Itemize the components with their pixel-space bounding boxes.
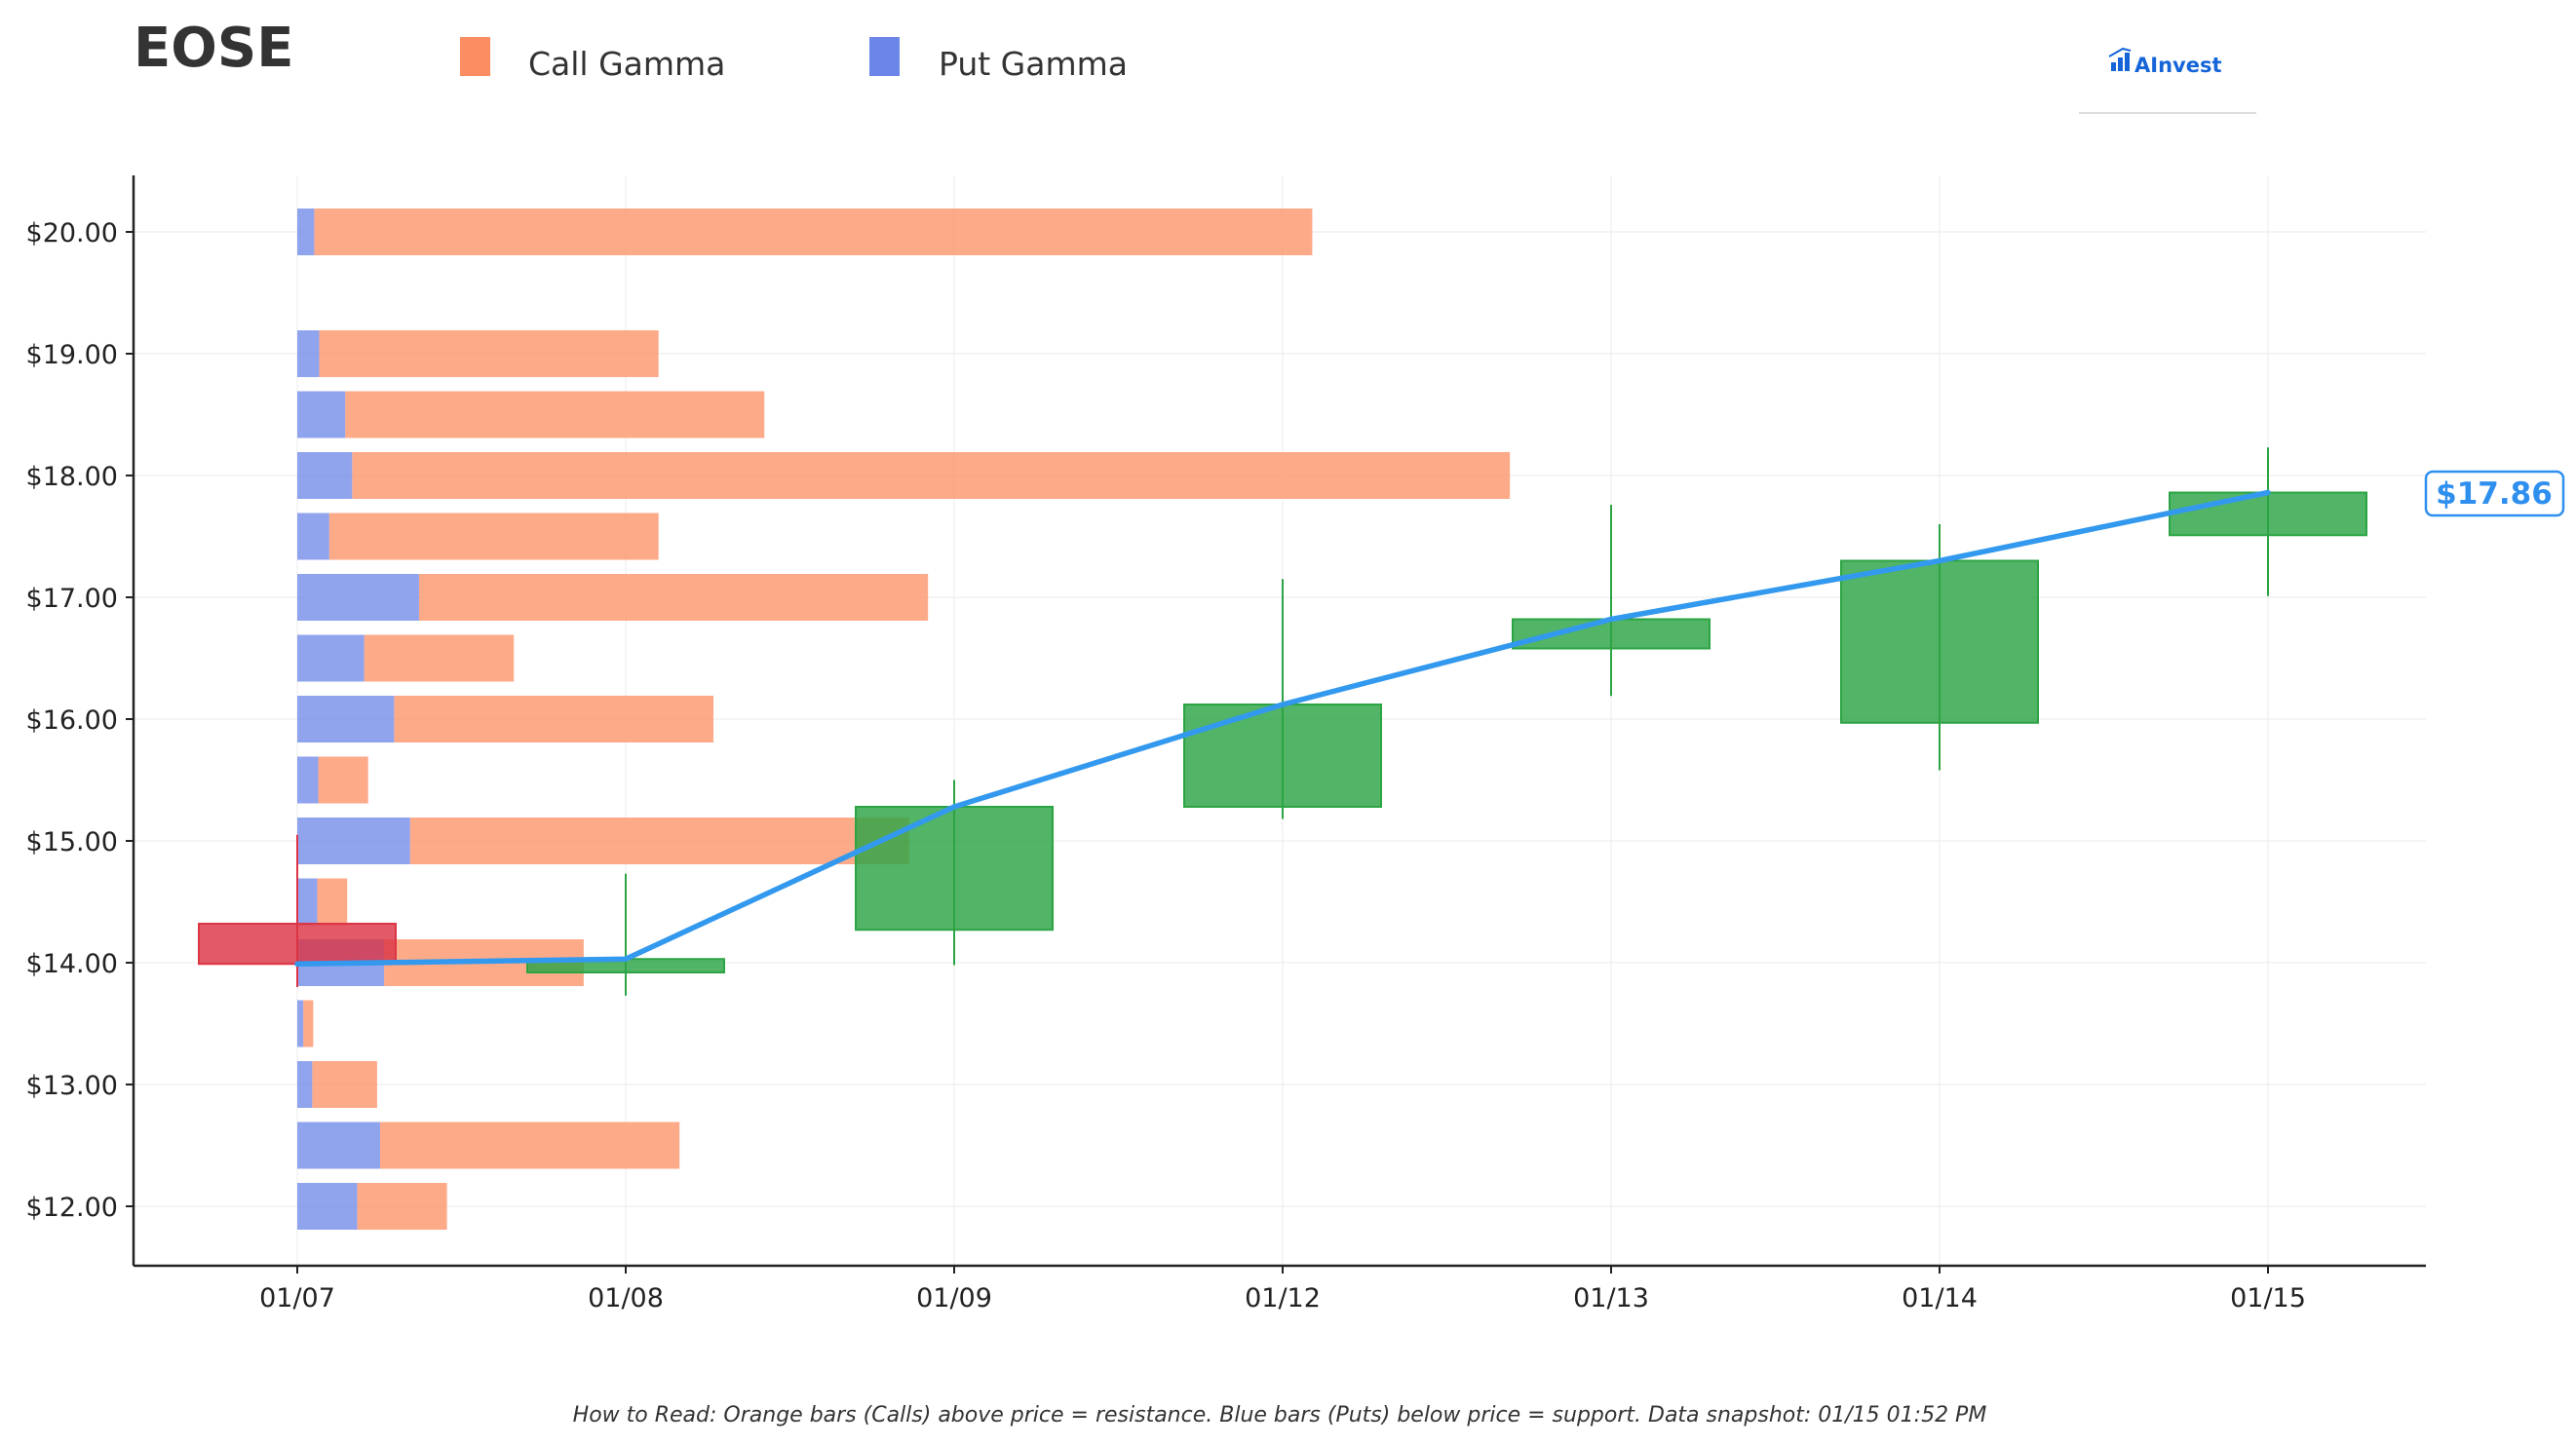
- legend: Call Gamma Put Gamma: [460, 37, 1128, 83]
- call-gamma-bar: [328, 513, 659, 560]
- put-gamma-bar: [297, 756, 319, 804]
- candle-body: [1512, 618, 1711, 650]
- legend-swatch-call: [460, 37, 490, 76]
- put-gamma-bar: [297, 513, 329, 560]
- call-gamma-bar: [345, 391, 765, 438]
- candle-body: [1840, 559, 2039, 724]
- close-price-line: [294, 489, 2271, 967]
- x-tick-label: 01/09: [916, 1283, 992, 1313]
- put-gamma-bar: [297, 330, 320, 377]
- call-gamma-bar: [418, 574, 929, 621]
- ainvest-logo-icon: [2108, 47, 2132, 71]
- legend-label-put: Put Gamma: [939, 45, 1128, 83]
- current-price-label: $17.86: [2436, 476, 2553, 512]
- put-gamma-bar: [297, 574, 419, 621]
- call-gamma-bar: [303, 1000, 314, 1047]
- call-gamma-bar: [317, 878, 348, 926]
- x-tick-label: 01/07: [259, 1283, 335, 1313]
- put-gamma-bar: [297, 452, 353, 499]
- candles: [198, 447, 2367, 996]
- call-gamma-bar: [364, 634, 515, 682]
- current-price-box: [2424, 470, 2565, 517]
- put-gamma-bar: [297, 1061, 313, 1108]
- candle-body: [198, 923, 397, 966]
- y-tick-label: $19.00: [26, 340, 118, 370]
- y-tick-label: $12.00: [26, 1193, 118, 1223]
- call-gamma-bar: [314, 209, 1313, 255]
- put-gamma-bar: [297, 1000, 304, 1047]
- call-gamma-bar: [352, 452, 1511, 499]
- candle-body: [1183, 704, 1382, 808]
- put-gamma-bar: [297, 391, 346, 438]
- y-tick-label: $18.00: [26, 462, 118, 492]
- price-line-layer: [294, 489, 2271, 967]
- ainvest-logo-text: AInvest: [2134, 54, 2222, 77]
- footnote: How to Read: Orange bars (Calls) above p…: [573, 1403, 1987, 1427]
- y-tick-label: $20.00: [26, 218, 118, 248]
- ainvest-logo: AInvest: [2079, 47, 2256, 114]
- y-tick-label: $15.00: [26, 827, 118, 857]
- legend-label-call: Call Gamma: [528, 45, 725, 83]
- x-tick-label: 01/13: [1573, 1283, 1649, 1313]
- call-gamma-bar: [409, 818, 909, 864]
- put-gamma-bar: [297, 209, 315, 255]
- tick-labels: $12.00 $13.00 $14.00 $15.00 $16.00 $17.00 $18.…: [26, 218, 2306, 1313]
- put-gamma-bar: [297, 696, 395, 742]
- candle-body: [855, 806, 1054, 932]
- put-gamma-bar: [297, 634, 365, 682]
- put-gamma-bar: [297, 878, 318, 926]
- candle-body: [2169, 491, 2367, 537]
- y-tick-label: $17.00: [26, 584, 118, 614]
- call-gamma-bar: [318, 756, 368, 804]
- call-gamma-bar: [357, 1183, 447, 1230]
- x-tick-label: 01/08: [588, 1283, 664, 1313]
- call-gamma-bar: [379, 1122, 680, 1169]
- x-tick-label: 01/12: [1245, 1283, 1321, 1313]
- y-tick-label: $16.00: [26, 705, 118, 736]
- put-gamma-bar: [297, 1122, 380, 1169]
- legend-swatch-put: [869, 37, 900, 76]
- chart-title: EOSE: [134, 17, 293, 80]
- put-gamma-bar: [297, 818, 410, 864]
- y-tick-label: $13.00: [26, 1071, 118, 1101]
- put-gamma-bar: [297, 1183, 358, 1230]
- x-tick-label: 01/15: [2230, 1283, 2306, 1313]
- call-gamma-bar: [394, 696, 714, 742]
- call-gamma-bar: [312, 1061, 377, 1108]
- call-gamma-bar: [319, 330, 659, 377]
- x-tick-label: 01/14: [1902, 1283, 1978, 1313]
- current-price-badge: $17.86: [2424, 470, 2565, 517]
- y-tick-label: $14.00: [26, 949, 118, 979]
